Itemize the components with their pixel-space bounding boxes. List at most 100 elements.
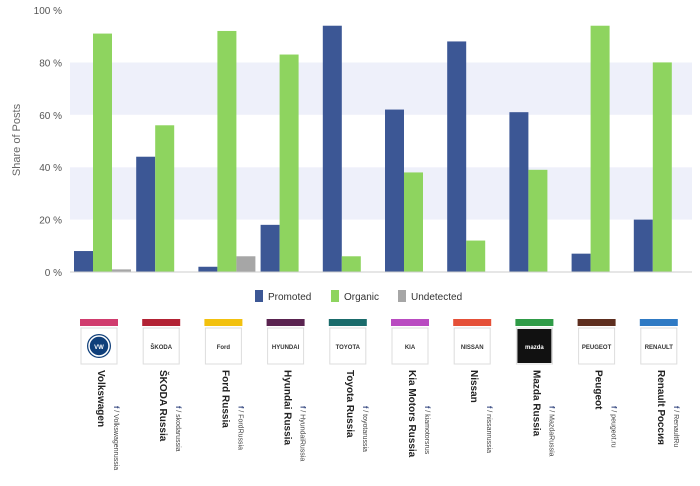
brand-logo-text: RENAULT bbox=[645, 345, 674, 351]
brand-handle: f / nissanrussia bbox=[485, 406, 492, 453]
y-tick-label: 60 % bbox=[39, 111, 62, 122]
legend-label: Undetected bbox=[411, 292, 462, 303]
bar-promoted-4 bbox=[322, 25, 342, 272]
y-tick-label: 80 % bbox=[39, 58, 62, 69]
brand-name: Peugeot bbox=[593, 370, 604, 410]
brand-logo-text: VW bbox=[94, 345, 104, 351]
brand-color-strip bbox=[266, 319, 305, 326]
brand-name: Toyota Russia bbox=[344, 370, 355, 438]
brand-handle: f / toyotarussia bbox=[361, 406, 368, 452]
brand-name: Renault Россия bbox=[655, 370, 666, 445]
facebook-icon: f bbox=[672, 406, 679, 410]
brand-color-strip bbox=[80, 319, 118, 326]
facebook-icon: f bbox=[112, 406, 119, 410]
bar-organic-1 bbox=[155, 125, 175, 272]
bars bbox=[74, 25, 672, 273]
y-tick-label: 100 % bbox=[34, 6, 62, 17]
facebook-icon: f bbox=[174, 406, 181, 410]
brand-logo-text: NISSAN bbox=[461, 345, 484, 351]
brand-logo-text: mazda bbox=[525, 345, 544, 351]
bar-undetected-0 bbox=[112, 269, 131, 272]
brand-name: Hyundai Russia bbox=[282, 370, 293, 445]
bar-promoted-5 bbox=[385, 109, 404, 272]
brand-logo-text: ŠKODA bbox=[150, 343, 172, 351]
bar-promoted-3 bbox=[260, 224, 280, 272]
bar-organic-8 bbox=[590, 25, 610, 272]
brand-3: HYUNDAI Hyundai Russia f / HyundaiRussia bbox=[266, 319, 306, 461]
brand-logo bbox=[640, 327, 678, 365]
legend-label: Promoted bbox=[268, 292, 311, 303]
bar-organic-7 bbox=[528, 169, 548, 272]
brand-color-strip bbox=[453, 319, 492, 326]
bar-undetected-2 bbox=[236, 256, 256, 272]
facebook-icon: f bbox=[547, 406, 554, 410]
brand-logo-text: KIA bbox=[405, 345, 416, 351]
brand-name: Volkswagen bbox=[95, 370, 106, 427]
brand-logo-text: PEUGEOT bbox=[582, 345, 612, 351]
brand-color-strip bbox=[391, 319, 429, 326]
brand-name: ŠKODA Russia bbox=[157, 370, 170, 442]
grid-bands bbox=[70, 10, 692, 272]
bar-organic-3 bbox=[279, 54, 299, 272]
brand-logo bbox=[329, 327, 367, 365]
brand-handle: f / RenaultRu bbox=[672, 406, 679, 447]
bar-organic-5 bbox=[404, 172, 423, 272]
brand-name: Mazda Russia bbox=[530, 370, 541, 437]
brand-8: PEUGEOT Peugeot f / peugeot.ru bbox=[577, 319, 617, 448]
bar-promoted-8 bbox=[571, 253, 591, 272]
facebook-icon: f bbox=[610, 406, 617, 410]
brand-logo-text: Ford bbox=[217, 345, 231, 351]
brand-5: KIA Kia Motors Russia f / kiamotorsrus bbox=[391, 319, 430, 458]
brand-logo bbox=[142, 327, 180, 365]
facebook-icon: f bbox=[485, 406, 492, 410]
brand-1: ŠKODA ŠKODA Russia f / skodarussia bbox=[142, 319, 181, 452]
brand-2: Ford Ford Russia f / FordRussia bbox=[204, 319, 243, 450]
brand-handle: f / kiamotorsrus bbox=[423, 406, 430, 455]
brand-name: Kia Motors Russia bbox=[406, 370, 417, 458]
brand-handle: f / skodarussia bbox=[174, 406, 181, 452]
brand-handle: f / FordRussia bbox=[236, 406, 243, 450]
bar-organic-0 bbox=[93, 33, 112, 272]
legend-swatch bbox=[331, 290, 339, 302]
brand-handle: f / Volkswagenrussia bbox=[112, 406, 119, 470]
grid-band bbox=[70, 62, 692, 115]
bar-promoted-0 bbox=[74, 251, 93, 272]
brand-logo bbox=[578, 327, 616, 365]
y-axis-label: Share of Posts bbox=[11, 103, 23, 176]
brand-handle: f / peugeot.ru bbox=[610, 406, 617, 448]
bar-organic-6 bbox=[466, 240, 486, 272]
brand-logo bbox=[267, 327, 305, 365]
bar-promoted-2 bbox=[198, 266, 218, 272]
brand-7: mazda Mazda Russia f / MazdaRussia bbox=[515, 319, 554, 457]
grid-band bbox=[70, 10, 692, 63]
bar-organic-2 bbox=[217, 30, 237, 273]
brand-color-strip bbox=[328, 319, 367, 326]
legend-swatch bbox=[255, 290, 263, 302]
brand-color-strip bbox=[515, 319, 554, 326]
legend: Promoted Organic Undetected bbox=[255, 290, 462, 303]
facebook-icon: f bbox=[361, 406, 368, 410]
bar-promoted-9 bbox=[633, 219, 653, 272]
vw-logo-icon bbox=[87, 334, 111, 358]
brand-0: VW Volkswagen f / Volkswagenrussia bbox=[80, 319, 119, 470]
bar-organic-4 bbox=[341, 256, 361, 272]
brand-color-strip bbox=[142, 319, 181, 326]
brand-logo-text: TOYOTA bbox=[336, 345, 361, 351]
y-axis-ticks: 0 % 20 % 40 % 60 % 80 % 100 % bbox=[34, 6, 62, 279]
facebook-icon: f bbox=[423, 406, 430, 410]
brand-logo bbox=[391, 327, 429, 365]
logo-bg bbox=[517, 329, 552, 363]
brand-logo bbox=[453, 327, 491, 365]
brand-name: Ford Russia bbox=[219, 370, 230, 428]
y-tick-label: 40 % bbox=[39, 163, 62, 174]
brand-color-strip bbox=[639, 319, 678, 326]
brand-logo bbox=[204, 327, 242, 365]
brand-6: NISSAN Nissan f / nissanrussia bbox=[453, 319, 492, 453]
facebook-icon: f bbox=[299, 406, 306, 410]
bar-promoted-6 bbox=[447, 41, 467, 272]
facebook-icon: f bbox=[236, 406, 243, 410]
y-tick-label: 0 % bbox=[45, 268, 62, 279]
brand-handle: f / HyundaiRussia bbox=[299, 406, 306, 461]
brand-color-strip bbox=[204, 319, 243, 326]
